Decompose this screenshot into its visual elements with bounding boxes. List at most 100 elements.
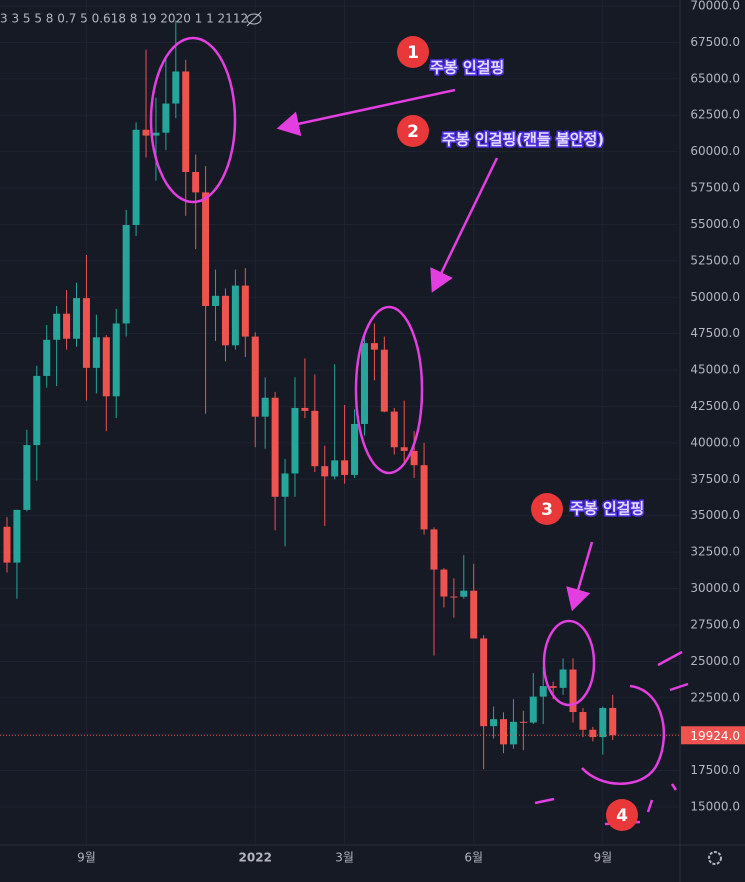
candle-body (53, 313, 61, 340)
y-tick-label: 27500.0 (690, 617, 740, 631)
candle-body (3, 526, 11, 563)
candle-body (132, 129, 140, 226)
candle-body (152, 132, 160, 136)
y-tick-label: 52500.0 (690, 253, 740, 267)
badge-number: 3 (541, 500, 553, 520)
candle-body (341, 460, 349, 475)
candle-body (370, 343, 378, 350)
candle-body (261, 397, 269, 417)
candle-body (410, 450, 418, 466)
annotations: 1 주봉 인걸핑 2 주봉 인걸핑(캔들 불안정) 3 주봉 인걸핑 4 (149, 36, 689, 831)
highlight-ellipse (354, 305, 424, 475)
candle-body (599, 707, 607, 738)
candle-body (162, 103, 170, 133)
arrow (276, 88, 456, 137)
highlight-ellipse (149, 36, 237, 204)
hide-icon[interactable] (246, 11, 262, 27)
candle-body (400, 447, 408, 451)
candle-body (529, 696, 537, 723)
candle-body (281, 473, 289, 497)
candle-body (63, 313, 71, 339)
candle-body (440, 569, 448, 597)
eye-icon (246, 13, 262, 25)
x-tick-label: 6월 (464, 851, 483, 865)
candle-body (43, 339, 51, 376)
candle-body (142, 129, 150, 136)
settings-icon[interactable] (708, 851, 722, 865)
y-tick-label: 40000.0 (690, 435, 740, 449)
candle-body (490, 719, 498, 727)
x-tick-label: 2022 (239, 851, 272, 865)
candle-body (470, 590, 478, 639)
y-tick-label: 55000.0 (690, 217, 740, 231)
annotation-text: 주봉 인걸핑 (570, 500, 644, 518)
candle-body (112, 323, 120, 397)
candle-body (202, 192, 210, 306)
y-tick-label: 57500.0 (690, 181, 740, 195)
candle-body (251, 336, 259, 417)
x-tick-label: 9월 (593, 851, 612, 865)
scribble (534, 650, 689, 826)
candle-body (182, 71, 190, 173)
badge-number: 1 (407, 43, 419, 63)
candle-body (589, 729, 597, 738)
x-tick-label: 9월 (77, 851, 96, 865)
y-tick-label: 25000.0 (690, 654, 740, 668)
candle-body (321, 466, 329, 477)
candle-body (172, 71, 180, 104)
y-tick-label: 15000.0 (690, 799, 740, 813)
y-tick-label: 30000.0 (690, 581, 740, 595)
candle-body (221, 295, 229, 346)
last-price-label: 19924.0 (690, 729, 740, 743)
candle-body (380, 349, 388, 412)
candle-body (92, 337, 100, 368)
candle-body (390, 411, 398, 448)
candle-body (192, 172, 200, 193)
badge (606, 799, 638, 831)
candle-body (430, 529, 438, 570)
scribble (581, 684, 666, 785)
candle-body (301, 407, 309, 411)
badge (531, 493, 563, 525)
highlight-ellipse (542, 619, 596, 707)
candle-body (13, 509, 21, 563)
candle-body (231, 285, 239, 346)
candle-body (539, 686, 547, 697)
badge-number: 2 (407, 122, 419, 142)
candle-body (460, 590, 468, 597)
badge-number: 4 (616, 806, 628, 826)
annotation-text: 주봉 인걸핑 (430, 59, 504, 77)
y-tick-label: 70000.0 (690, 0, 740, 12)
candle-body (122, 225, 130, 324)
candle-body (519, 721, 527, 723)
candle-body (102, 337, 110, 397)
last-price-box (681, 726, 745, 745)
candle-body (291, 407, 299, 474)
candle-body (331, 460, 339, 477)
badge (397, 115, 429, 147)
candle-body (311, 410, 319, 467)
x-tick-label: 3월 (335, 851, 354, 865)
annotation-text: 주봉 인걸핑(캔들 불안정) (442, 131, 604, 149)
candle-body (450, 596, 458, 598)
candles (3, 20, 617, 770)
candle-body (82, 298, 90, 368)
candle-body (509, 721, 517, 745)
candle-body (241, 285, 249, 337)
arrow (566, 541, 594, 612)
candle-body (549, 686, 557, 688)
candle-body (360, 343, 368, 424)
eye-slash (246, 11, 262, 27)
gear (708, 851, 722, 865)
y-tick-label: 32500.0 (690, 545, 740, 559)
y-tick-label: 67500.0 (690, 35, 740, 49)
candle-body (33, 375, 41, 446)
badge (397, 36, 429, 68)
candle-body (73, 298, 81, 339)
y-tick-label: 50000.0 (690, 290, 740, 304)
y-tick-label: 45000.0 (690, 363, 740, 377)
y-tick-label: 62500.0 (690, 108, 740, 122)
y-tick-label: 65000.0 (690, 71, 740, 85)
y-tick-label: 37500.0 (690, 472, 740, 486)
